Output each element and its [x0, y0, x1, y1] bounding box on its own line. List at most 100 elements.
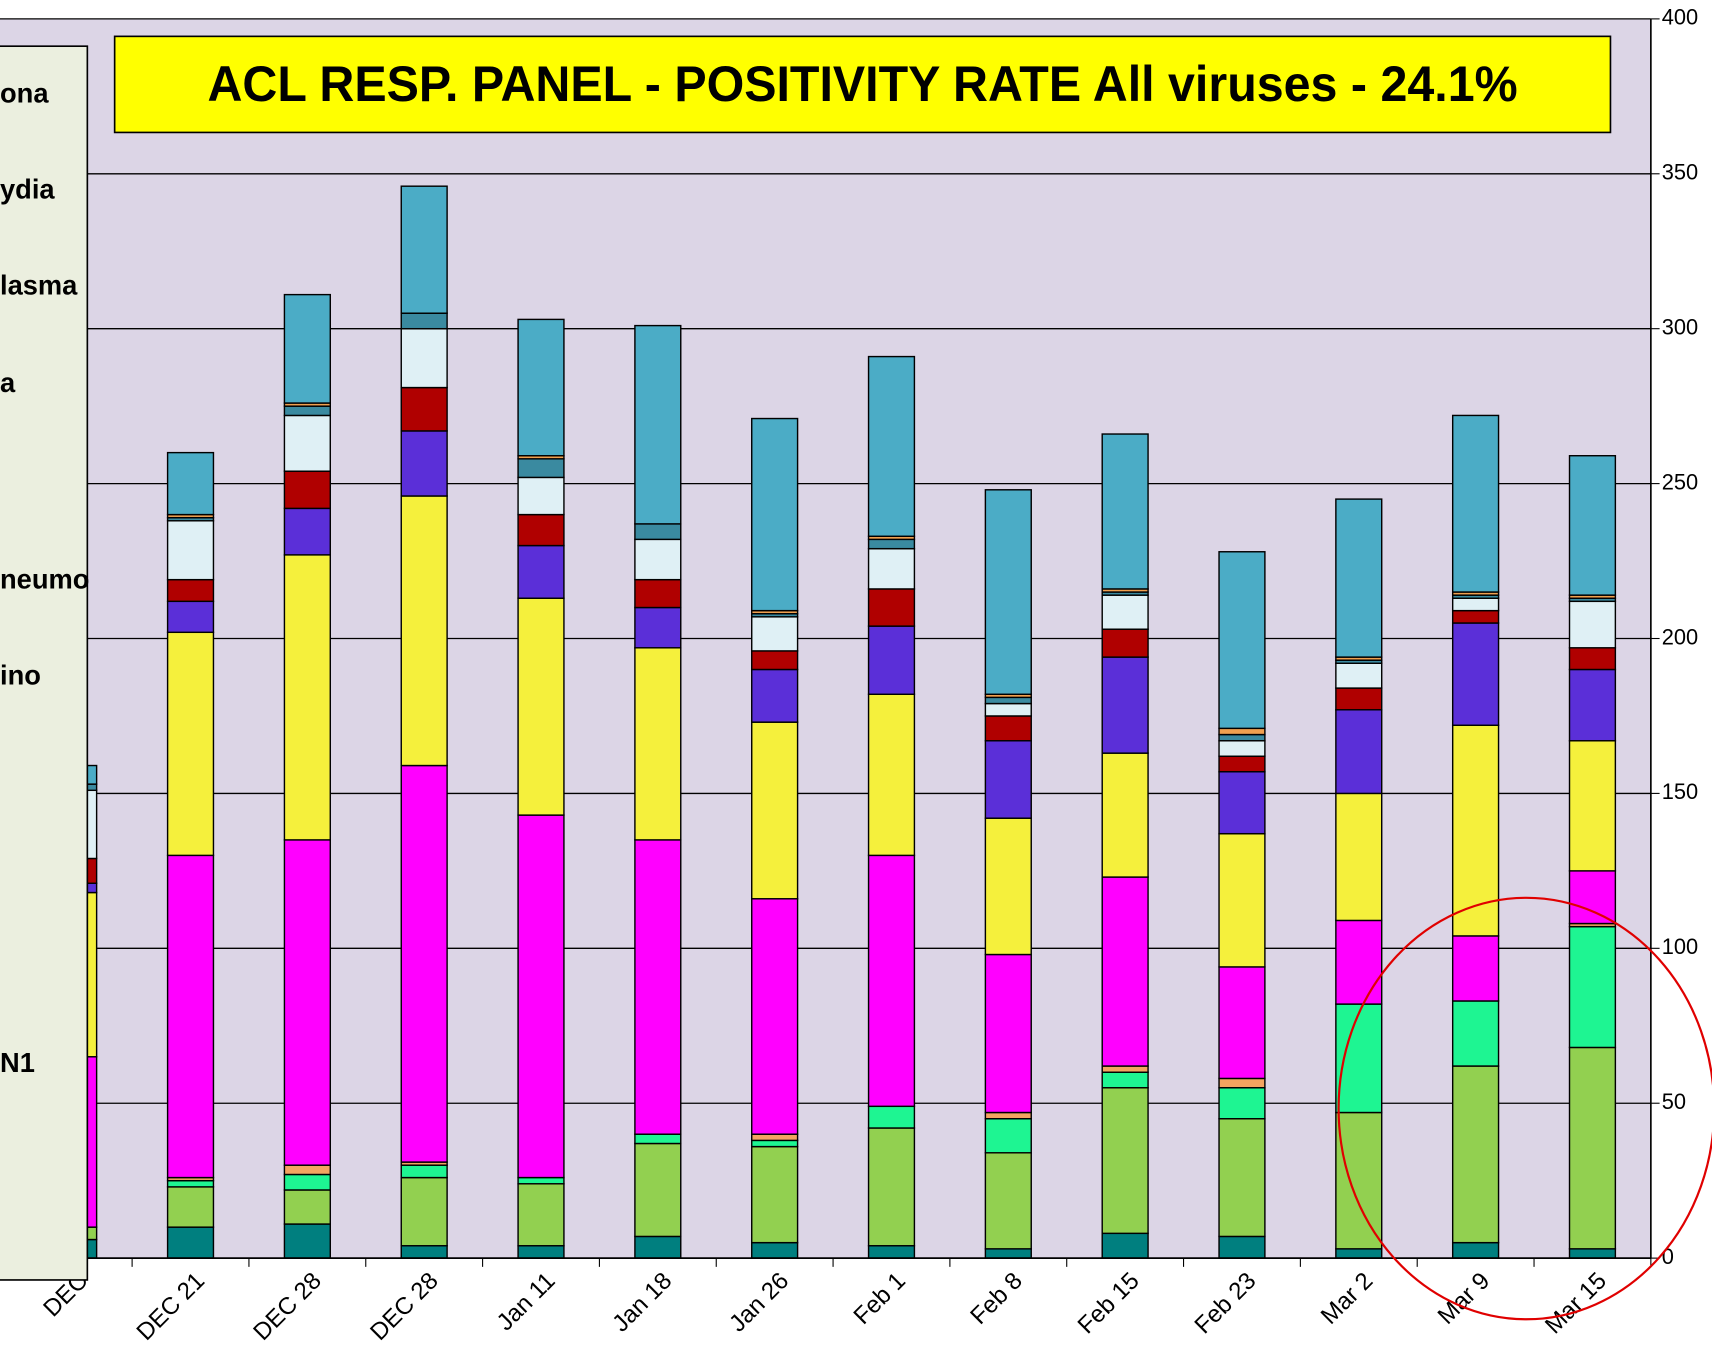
bar-segment [283, 1173, 331, 1191]
bar-segment [1568, 870, 1617, 925]
bar-segment [1218, 771, 1266, 835]
bar-segment [751, 721, 799, 900]
bar-segment [867, 1105, 916, 1129]
bar-segment [867, 625, 916, 695]
bar-segment [1335, 709, 1383, 795]
bar-segment [984, 715, 1032, 742]
bar-segment [1451, 597, 1500, 612]
bar-segment [867, 1245, 916, 1259]
bar-segment [1218, 1117, 1266, 1238]
bar-segment [984, 740, 1032, 819]
bar-segment [1451, 622, 1500, 726]
legend-label: ino [0, 659, 41, 690]
bar-segment [1101, 594, 1149, 630]
bar-segment [1101, 1087, 1149, 1235]
bar-segment [1568, 668, 1617, 742]
bar-segment [400, 1245, 448, 1259]
x-tick-label: Jan 18 [607, 1267, 677, 1337]
legend-label: neumo [0, 563, 89, 594]
bar-segment [984, 953, 1032, 1114]
bar-segment [1218, 1087, 1266, 1120]
bar-segment [751, 1145, 799, 1244]
bar-segment [634, 1235, 682, 1259]
bar-segment [400, 764, 448, 1163]
x-tick-label: Mar 9 [1433, 1267, 1496, 1330]
bar-segment [1218, 1077, 1266, 1089]
bar-segment [1101, 433, 1149, 590]
bar-segment [1568, 455, 1617, 596]
legend-label: a [0, 367, 16, 398]
y-tick-label: 300 [1662, 314, 1698, 339]
bar-segment [984, 1111, 1032, 1120]
bar-segment [1218, 1235, 1266, 1259]
y-tick-label: 400 [1662, 5, 1698, 30]
x-tick-label: Feb 23 [1190, 1267, 1262, 1339]
bar-segment [517, 318, 565, 457]
bar-segment [867, 547, 916, 590]
bar-segment [517, 544, 565, 599]
bar-segment [1218, 727, 1266, 736]
bar-segment [1451, 1065, 1500, 1244]
x-tick-label: Mar 2 [1316, 1267, 1379, 1330]
bar-segment [166, 451, 215, 516]
x-tick-label: Feb 15 [1073, 1267, 1145, 1339]
bar-segment [1101, 656, 1149, 754]
bar-segment [1335, 687, 1383, 711]
bar-segment [1335, 662, 1383, 689]
bar-segment [984, 1117, 1032, 1154]
bar-segment [867, 588, 916, 627]
bar-segment [517, 458, 565, 479]
bar-segment [1335, 792, 1383, 922]
bar-segment [1451, 1241, 1500, 1259]
legend-label: ona [0, 78, 49, 109]
bar-segment [1335, 1003, 1383, 1114]
bar-segment [1335, 1248, 1383, 1259]
bar-segment [517, 597, 565, 816]
x-tick-label: Jan 11 [492, 1267, 561, 1336]
bar-segment [283, 507, 331, 556]
bar-segment [751, 1133, 799, 1142]
bar-segment [634, 523, 682, 541]
y-tick-label: 350 [1662, 160, 1698, 185]
bar-segment [1101, 1065, 1149, 1073]
bar-segment [1218, 551, 1266, 730]
bar-segment [166, 578, 215, 603]
bar-segment [283, 1223, 331, 1259]
x-tick-label: Feb 1 [848, 1267, 911, 1330]
bar-segment [166, 1226, 215, 1259]
bar-segment [1101, 1232, 1149, 1259]
bar-segment [283, 1189, 331, 1225]
bar-segment [984, 1248, 1032, 1259]
bar-segment [400, 327, 448, 389]
bar-segment [1335, 1111, 1383, 1250]
bar-segment [400, 430, 448, 497]
bar-segment [400, 386, 448, 432]
x-tick-label: Mar 15 [1540, 1267, 1612, 1339]
bar-segment [1218, 733, 1266, 742]
bar-segment [517, 1183, 565, 1247]
legend-label: ydia [0, 174, 55, 205]
bar-segment [400, 185, 448, 314]
bar-segment [751, 1241, 799, 1259]
bar-segment [1568, 740, 1617, 872]
bar-segment [1101, 1071, 1149, 1089]
bar-segment [1451, 935, 1500, 1002]
bar-segment [751, 650, 799, 671]
bar-segment [166, 631, 215, 857]
y-tick-label: 150 [1662, 779, 1698, 804]
bar-segment [283, 414, 331, 472]
bar-segment [634, 578, 682, 609]
bar-segment [867, 355, 916, 537]
bar-segment [1335, 498, 1383, 658]
bar-segment [634, 606, 682, 649]
y-tick-label: 250 [1662, 469, 1698, 494]
legend-label: lasma [0, 270, 78, 301]
bar-segment [166, 1186, 215, 1228]
bar-segment [1568, 925, 1617, 1049]
bar-segment [166, 1179, 215, 1188]
bar-segment [517, 814, 565, 1179]
legend-label: N1 [0, 1047, 35, 1078]
bar-segment [1568, 647, 1617, 671]
